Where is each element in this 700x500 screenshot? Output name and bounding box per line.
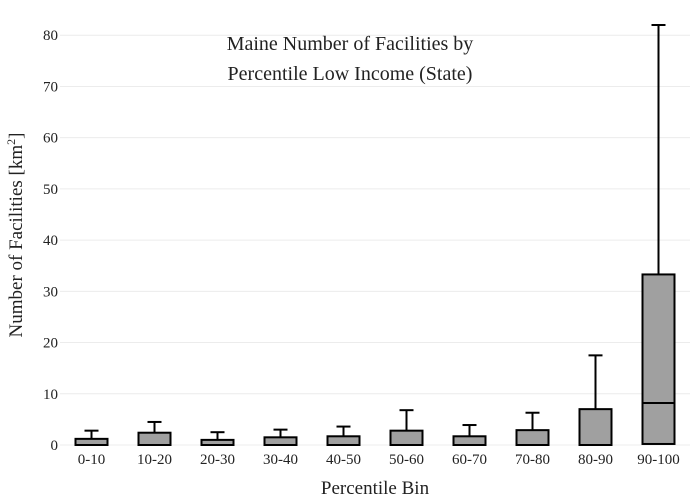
grid-layer bbox=[60, 34, 690, 446]
y-tick-label: 50 bbox=[43, 182, 58, 198]
y-tick-label: 20 bbox=[43, 336, 58, 352]
box-body bbox=[578, 408, 613, 446]
box-body bbox=[326, 435, 361, 447]
box-30-40 bbox=[263, 428, 298, 447]
y-tick-label: 10 bbox=[43, 387, 58, 403]
x-tick-label: 30-40 bbox=[263, 452, 298, 468]
y-tick-label: 80 bbox=[43, 28, 58, 44]
box-40-50 bbox=[326, 425, 361, 447]
x-tick-label: 0-10 bbox=[78, 452, 106, 468]
y-axis-label: Number of Facilities [km2] bbox=[4, 133, 27, 338]
x-tick-label: 40-50 bbox=[326, 452, 361, 468]
box-50-60 bbox=[389, 409, 424, 447]
box-10-20 bbox=[137, 420, 172, 446]
box-80-90 bbox=[578, 354, 613, 446]
box-20-30 bbox=[200, 431, 235, 447]
chart-title-line-2: Percentile Low Income (State) bbox=[228, 63, 473, 85]
x-tick-label: 50-60 bbox=[389, 452, 424, 468]
boxes-layer bbox=[74, 24, 676, 447]
box-body bbox=[641, 273, 676, 445]
box-0-10 bbox=[74, 429, 109, 447]
y-axis-label-end: ] bbox=[6, 133, 27, 139]
x-tick-label: 60-70 bbox=[452, 452, 487, 468]
box-body bbox=[515, 429, 550, 446]
y-axis-label-main: Number of Facilities [km bbox=[6, 145, 27, 338]
x-tick-label: 80-90 bbox=[578, 452, 613, 468]
x-axis-label: Percentile Bin bbox=[321, 478, 430, 499]
y-tick-label: 30 bbox=[43, 284, 58, 300]
y-tick-label: 60 bbox=[43, 131, 58, 147]
box-body bbox=[452, 435, 487, 447]
y-tick-label: 40 bbox=[43, 233, 58, 249]
y-axis-label-superscript: 2 bbox=[4, 139, 18, 145]
x-tick-label: 20-30 bbox=[200, 452, 235, 468]
box-body bbox=[137, 431, 172, 446]
box-60-70 bbox=[452, 424, 487, 447]
x-tick-label: 70-80 bbox=[515, 452, 550, 468]
chart-title-line-1: Maine Number of Facilities by bbox=[227, 33, 474, 55]
x-tick-label: 90-100 bbox=[637, 452, 680, 468]
y-tick-label: 0 bbox=[51, 438, 59, 454]
y-tick-labels: 0 10 20 30 40 50 60 70 80 bbox=[43, 28, 58, 454]
x-tick-label: 10-20 bbox=[137, 452, 172, 468]
box-90-100 bbox=[641, 24, 676, 445]
y-tick-label: 70 bbox=[43, 79, 58, 95]
box-70-80 bbox=[515, 411, 550, 446]
x-tick-labels: 0-10 10-20 20-30 30-40 40-50 50-60 60-70 70-80 8… bbox=[78, 452, 680, 468]
box-body bbox=[263, 436, 298, 447]
box-body bbox=[389, 429, 424, 447]
